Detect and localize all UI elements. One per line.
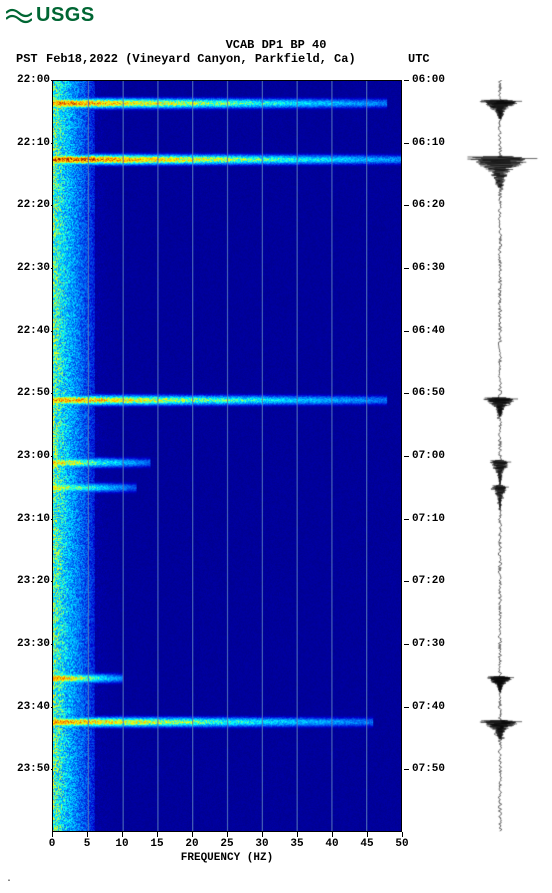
y-right-tick: 06:50 xyxy=(412,387,445,399)
y-left-tick: 22:30 xyxy=(17,262,50,274)
usgs-logo-text: USGS xyxy=(36,4,95,27)
y-right-tick: 07:00 xyxy=(412,450,445,462)
x-tick: 35 xyxy=(290,838,303,850)
y-left-tick: 23:10 xyxy=(17,513,50,525)
chart-subtitle: Feb18,2022 (Vineyard Canyon, Parkfield, … xyxy=(46,52,356,66)
y-left-tick: 22:50 xyxy=(17,387,50,399)
y-left-tick: 23:50 xyxy=(17,763,50,775)
x-axis-frequency: FREQUENCY (HZ) 05101520253035404550 xyxy=(52,832,402,872)
page-marker: · xyxy=(6,876,12,887)
spectrogram-plot xyxy=(52,80,402,832)
y-right-tick: 06:10 xyxy=(412,137,445,149)
usgs-logo: USGS xyxy=(6,4,95,27)
y-right-tick: 07:50 xyxy=(412,763,445,775)
y-left-tick: 22:20 xyxy=(17,199,50,211)
y-right-tick: 07:20 xyxy=(412,575,445,587)
x-tick: 20 xyxy=(185,838,198,850)
x-axis-label: FREQUENCY (HZ) xyxy=(52,852,402,864)
y-left-tick: 22:40 xyxy=(17,325,50,337)
y-left-tick: 22:00 xyxy=(17,74,50,86)
x-tick: 5 xyxy=(84,838,91,850)
x-tick: 40 xyxy=(325,838,338,850)
x-tick: 25 xyxy=(220,838,233,850)
waveform-canvas xyxy=(456,80,544,832)
x-tick: 10 xyxy=(115,838,128,850)
spectrogram-canvas xyxy=(53,81,401,831)
waveform-plot xyxy=(456,80,544,832)
usgs-wave-icon xyxy=(6,7,32,25)
y-axis-left-pst: 22:0022:1022:2022:3022:4022:5023:0023:10… xyxy=(10,80,50,832)
y-right-tick: 07:10 xyxy=(412,513,445,525)
y-right-tick: 07:40 xyxy=(412,701,445,713)
x-tick: 15 xyxy=(150,838,163,850)
y-left-tick: 22:10 xyxy=(17,137,50,149)
utc-label: UTC xyxy=(408,52,430,66)
x-tick: 45 xyxy=(360,838,373,850)
y-right-tick: 06:00 xyxy=(412,74,445,86)
pst-label: PST xyxy=(16,52,38,66)
x-tick: 30 xyxy=(255,838,268,850)
y-right-tick: 06:30 xyxy=(412,262,445,274)
y-left-tick: 23:00 xyxy=(17,450,50,462)
x-tick: 50 xyxy=(395,838,408,850)
y-right-tick: 06:20 xyxy=(412,199,445,211)
x-tick: 0 xyxy=(49,838,56,850)
y-left-tick: 23:20 xyxy=(17,575,50,587)
y-axis-right-utc: 06:0006:1006:2006:3006:4006:5007:0007:10… xyxy=(404,80,448,832)
y-right-tick: 06:40 xyxy=(412,325,445,337)
y-left-tick: 23:30 xyxy=(17,638,50,650)
y-left-tick: 23:40 xyxy=(17,701,50,713)
y-right-tick: 07:30 xyxy=(412,638,445,650)
